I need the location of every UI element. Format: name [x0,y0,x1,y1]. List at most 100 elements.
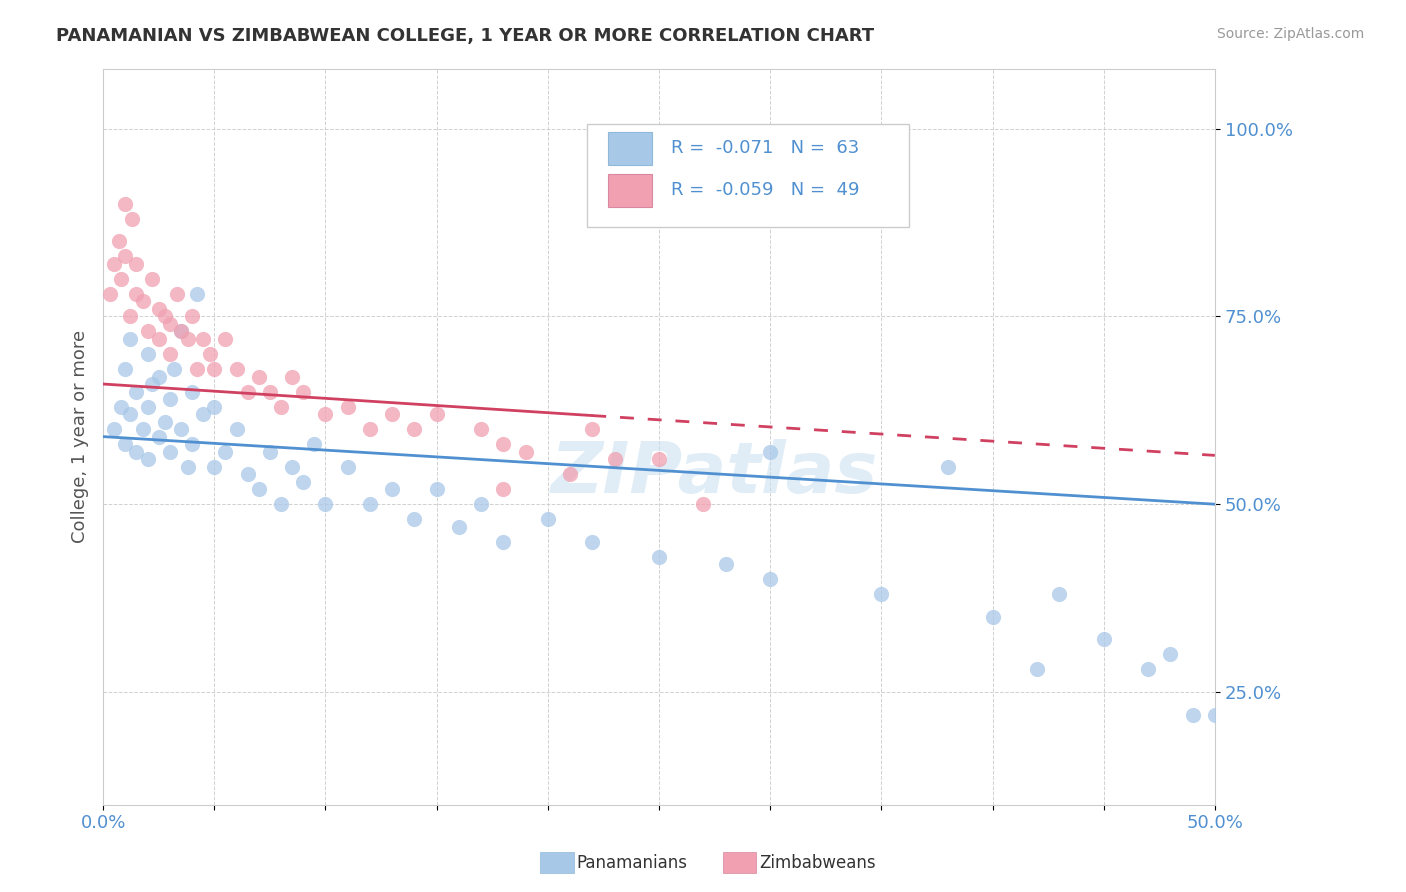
Text: R =  -0.071   N =  63: R = -0.071 N = 63 [671,139,859,157]
Point [176,332,198,346]
Point [247,369,270,384]
Point [259,444,281,458]
Point [714,558,737,572]
Point [202,362,225,376]
Point [214,332,236,346]
Point [270,497,292,511]
Point [336,459,359,474]
Point [132,422,155,436]
Point [759,444,782,458]
Point [193,332,215,346]
Point [381,482,404,496]
Point [110,272,132,286]
Point [202,400,225,414]
Point [114,437,136,451]
Point [125,444,148,458]
Point [114,362,136,376]
Point [107,235,129,249]
Point [236,467,259,482]
Point [176,459,198,474]
Point [148,369,170,384]
Point [141,377,163,392]
Point [103,257,125,271]
Point [359,422,381,436]
Point [214,444,236,458]
Point [225,422,247,436]
Point [159,392,181,406]
Point [247,482,270,496]
Point [132,294,155,309]
Point [186,286,208,301]
Point [1204,707,1226,722]
Point [193,407,215,421]
FancyBboxPatch shape [607,174,652,207]
Point [125,384,148,399]
Point [148,429,170,443]
Point [981,610,1004,624]
Point [404,512,426,526]
Point [1092,632,1115,647]
Point [170,325,193,339]
Point [426,407,449,421]
Point [292,475,315,489]
Point [163,362,186,376]
Point [581,534,603,549]
Point [314,407,336,421]
Point [181,310,204,324]
Text: ZIPatlas: ZIPatlas [551,439,879,508]
Text: Source: ZipAtlas.com: Source: ZipAtlas.com [1216,27,1364,41]
Point [98,286,121,301]
Point [170,422,193,436]
Point [125,286,148,301]
Point [202,459,225,474]
Point [236,384,259,399]
Point [198,347,221,361]
Y-axis label: College, 1 year or more: College, 1 year or more [72,330,89,543]
Point [404,422,426,436]
Point [103,422,125,436]
Point [159,347,181,361]
Point [470,497,492,511]
Point [148,301,170,316]
Point [118,310,141,324]
FancyBboxPatch shape [586,124,910,227]
Point [759,572,782,586]
Point [292,384,315,399]
Text: Panamanians: Panamanians [576,854,688,871]
Point [537,512,560,526]
Point [648,452,671,467]
Point [136,347,159,361]
Point [426,482,449,496]
Text: PANAMANIAN VS ZIMBABWEAN COLLEGE, 1 YEAR OR MORE CORRELATION CHART: PANAMANIAN VS ZIMBABWEAN COLLEGE, 1 YEAR… [56,27,875,45]
Point [270,400,292,414]
Point [304,437,326,451]
Text: Zimbabweans: Zimbabweans [759,854,876,871]
Point [136,325,159,339]
Point [492,534,515,549]
Point [1159,648,1181,662]
Point [470,422,492,436]
Point [181,437,204,451]
Point [1047,587,1070,601]
Point [1026,663,1049,677]
Point [1137,663,1160,677]
Point [359,497,381,511]
Point [114,249,136,263]
Point [148,332,170,346]
Point [159,317,181,331]
Point [648,549,671,564]
Point [1181,707,1204,722]
Point [558,467,581,482]
Point [492,482,515,496]
Point [870,587,893,601]
Point [492,437,515,451]
Point [515,444,537,458]
Point [125,257,148,271]
Point [692,497,714,511]
Point [314,497,336,511]
Point [136,452,159,467]
FancyBboxPatch shape [607,132,652,164]
Point [181,384,204,399]
Point [336,400,359,414]
Point [225,362,247,376]
